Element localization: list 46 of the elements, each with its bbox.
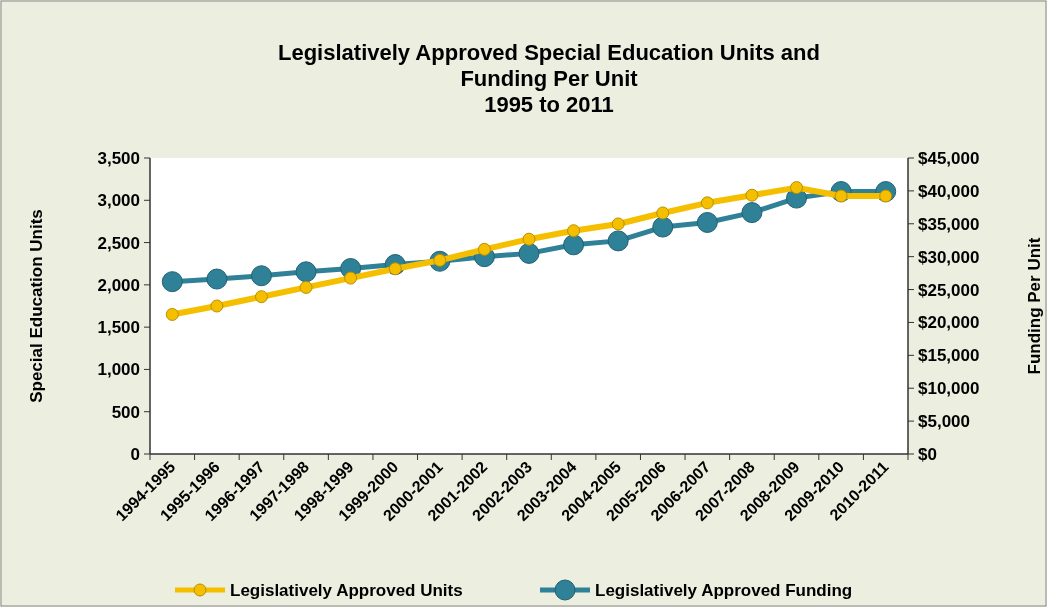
point xyxy=(745,188,759,202)
point xyxy=(299,280,313,294)
point xyxy=(161,271,183,293)
y-tick-label: 500 xyxy=(111,402,140,422)
y-tick-label: 0 xyxy=(130,444,140,464)
y2-tick-label: $40,000 xyxy=(918,181,980,201)
point xyxy=(206,268,228,290)
y2-tick-label: $5,000 xyxy=(918,412,970,432)
y-tick-label: 1,000 xyxy=(97,360,140,380)
point xyxy=(563,234,585,256)
y-tick-label: 3,000 xyxy=(97,191,140,211)
point xyxy=(165,307,179,321)
y-tick-label: 2,500 xyxy=(97,233,140,253)
point xyxy=(254,290,268,304)
y2-tick-label: $25,000 xyxy=(918,280,980,300)
point xyxy=(790,181,804,195)
y2-tick-label: $20,000 xyxy=(918,313,980,333)
legend-label: Legislatively Approved Units xyxy=(230,580,463,600)
y-tick-label: 1,500 xyxy=(97,318,140,338)
point xyxy=(477,242,491,256)
chart-title: Legislatively Approved Special Education Units and Funding Per Unit 1995 to 2011 xyxy=(278,40,820,117)
point xyxy=(607,230,629,252)
point xyxy=(210,299,224,313)
point xyxy=(250,265,272,287)
point xyxy=(700,196,714,210)
point xyxy=(656,206,670,220)
point xyxy=(522,232,536,246)
y2-tick-label: $45,000 xyxy=(918,148,980,168)
y2-tick-label: $30,000 xyxy=(918,247,980,267)
y2-axis-title: Funding Per Unit xyxy=(1025,237,1044,375)
legend-label: Legislatively Approved Funding xyxy=(595,580,853,600)
y2-tick-label: $0 xyxy=(918,444,937,464)
point xyxy=(696,211,718,233)
point xyxy=(295,261,317,283)
y2-tick-label: $10,000 xyxy=(918,379,980,399)
point xyxy=(344,271,358,285)
point xyxy=(652,216,674,238)
point xyxy=(518,242,540,264)
y-tick-label: 2,000 xyxy=(97,275,140,295)
y2-tick-label: $35,000 xyxy=(918,214,980,234)
point xyxy=(741,202,763,224)
point xyxy=(567,224,581,238)
y2-tick-label: $15,000 xyxy=(918,346,980,366)
point xyxy=(611,217,625,231)
y-axis-title: Special Education Units xyxy=(27,209,46,403)
y-tick-label: 3,500 xyxy=(97,148,140,168)
